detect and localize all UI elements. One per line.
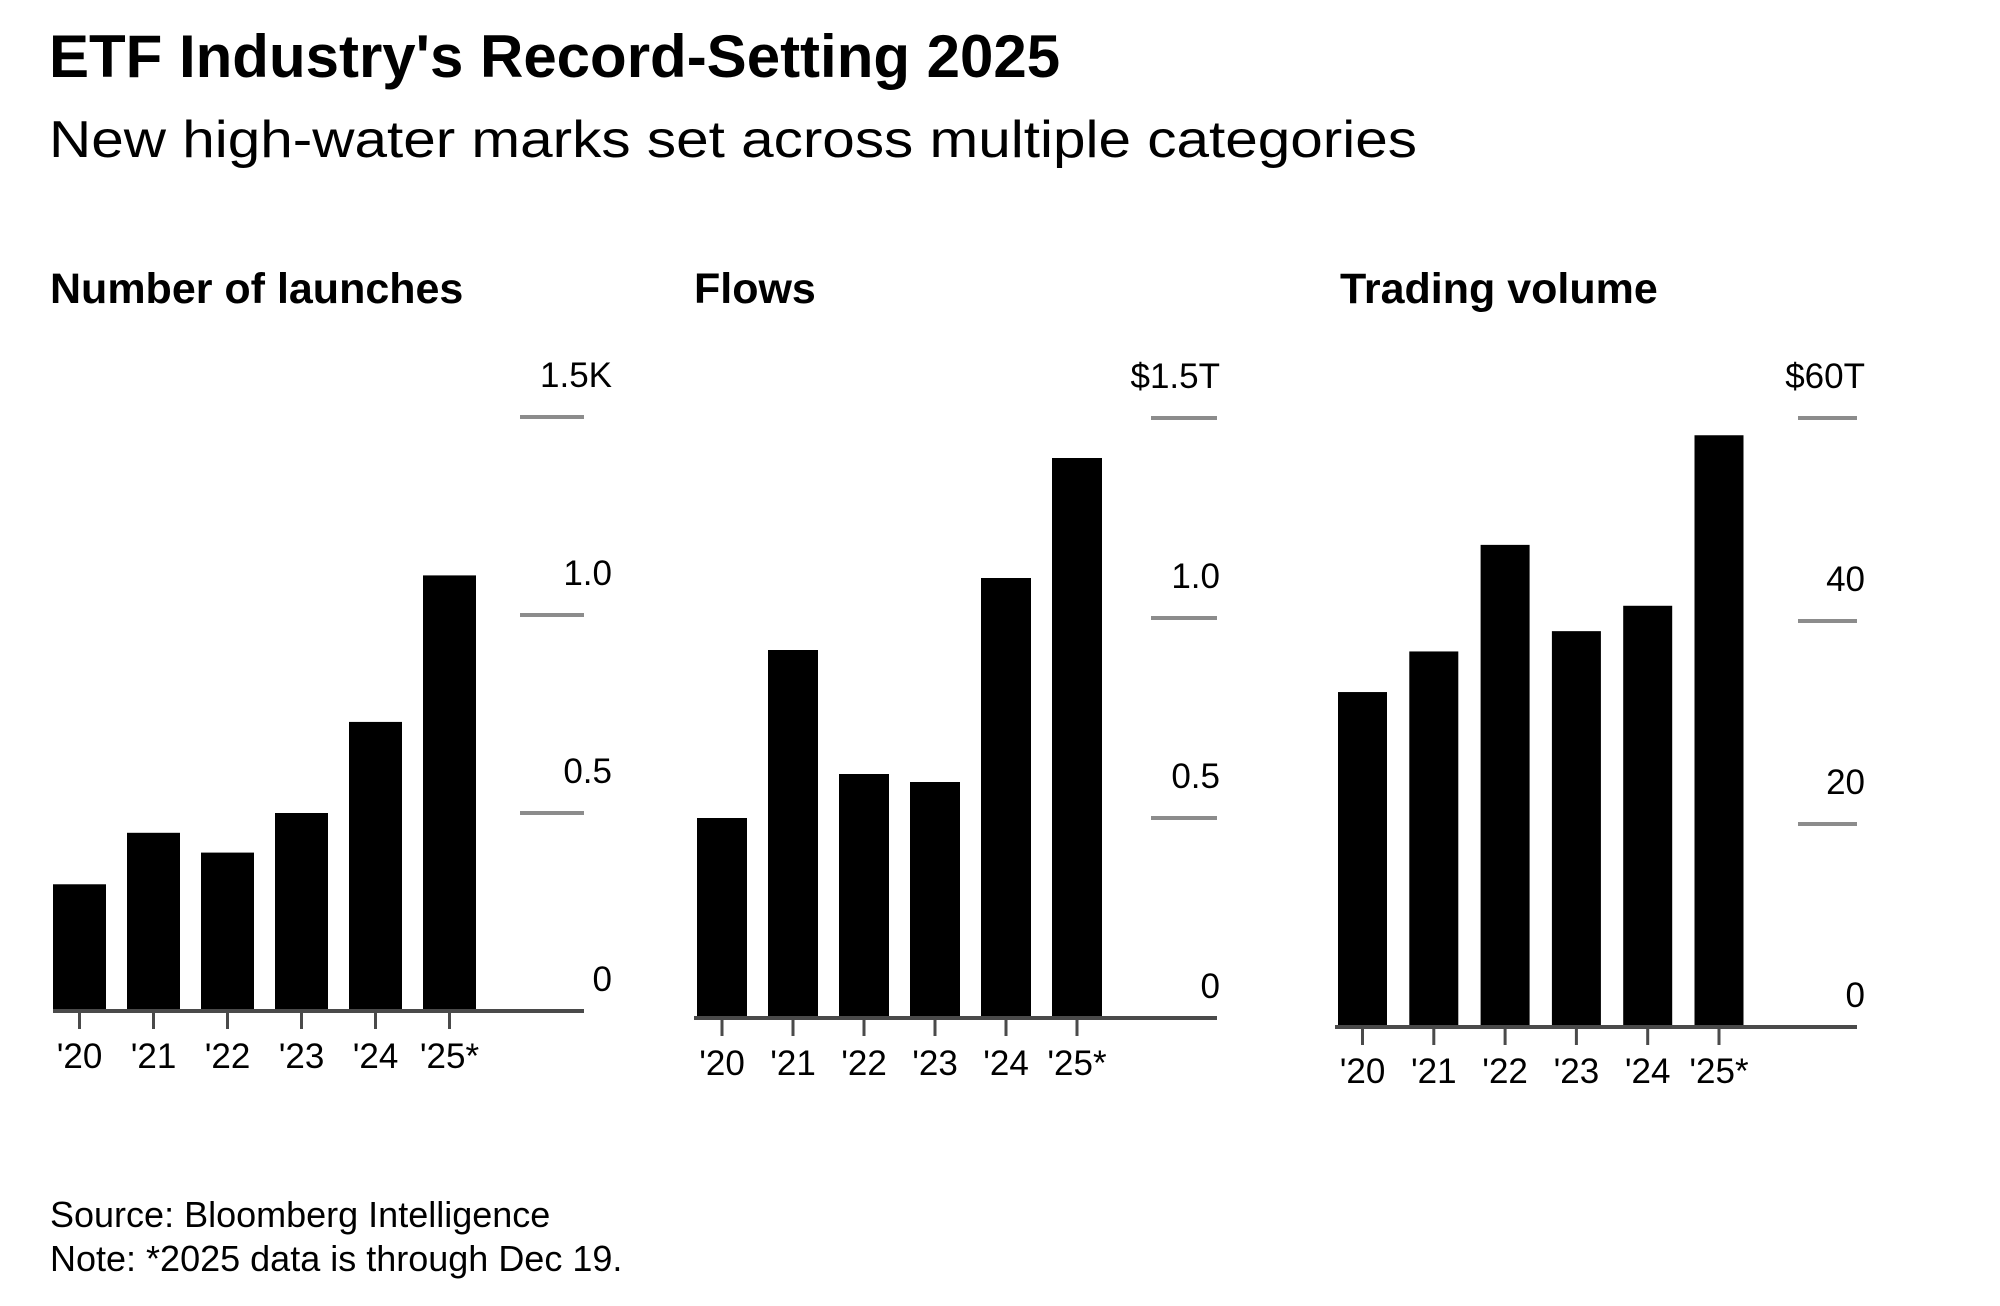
panel-title-flows: Flows — [694, 265, 816, 313]
bar-20 — [697, 818, 747, 1018]
y-tick-label: 0 — [1846, 976, 1865, 1015]
bar-22 — [1480, 544, 1530, 1027]
y-tick-label: $60T — [1785, 357, 1865, 396]
y-tick-label: 0.5 — [1171, 757, 1220, 796]
y-tick-label: 20 — [1826, 763, 1865, 802]
bar-22 — [201, 852, 254, 1011]
x-tick-label: '25* — [1689, 1052, 1749, 1091]
bar-21 — [127, 832, 180, 1011]
y-tick-label: 1.0 — [563, 554, 612, 593]
panel-trading-volume: Trading volume 0 20 40 $60T '20 '21 '22 '23 '24 '… — [1335, 265, 1865, 1091]
x-tick-label: '24 — [353, 1037, 399, 1076]
source-note: Source: Bloomberg Intelligence — [50, 1194, 550, 1235]
bar-25 — [1694, 435, 1744, 1027]
x-tick-label: '21 — [770, 1044, 816, 1083]
y-tick-label: 1.0 — [1171, 557, 1220, 596]
x-tick-label: '20 — [1340, 1052, 1386, 1091]
x-tick-label: '25* — [420, 1037, 480, 1076]
bar-21 — [768, 650, 818, 1018]
bar-24 — [981, 578, 1031, 1018]
x-tick-label: '21 — [1411, 1052, 1457, 1091]
panel-number-of-launches: Number of launches 0 0.5 1.0 1.5K '20 '21 '22 '… — [50, 265, 612, 1076]
footnote: Note: *2025 data is through Dec 19. — [50, 1238, 622, 1279]
bar-24 — [349, 721, 402, 1011]
y-tick-label: 40 — [1826, 560, 1865, 599]
bar-21 — [1409, 651, 1459, 1027]
chart-subtitle: New high-water marks set across multiple… — [49, 111, 1417, 169]
bar-20 — [53, 884, 106, 1011]
y-tick-label: 0 — [1201, 967, 1220, 1006]
bar-25 — [1052, 458, 1102, 1018]
panel-title-trading-volume: Trading volume — [1340, 265, 1658, 313]
panel-flows: Flows 0 0.5 1.0 $1.5T '20 '21 '22 '23 '24 '25* — [694, 265, 1220, 1083]
x-tick-label: '22 — [841, 1044, 887, 1083]
y-tick-label: 0 — [593, 960, 612, 999]
x-tick-label: '23 — [912, 1044, 958, 1083]
chart-title: ETF Industry's Record-Setting 2025 — [49, 23, 1060, 90]
x-tick-label: '24 — [1625, 1052, 1671, 1091]
x-tick-label: '20 — [57, 1037, 103, 1076]
x-tick-label: '24 — [983, 1044, 1029, 1083]
x-tick-label: '20 — [699, 1044, 745, 1083]
x-tick-label: '22 — [205, 1037, 251, 1076]
bar-24 — [1623, 605, 1673, 1027]
x-tick-label: '22 — [1482, 1052, 1528, 1091]
bar-23 — [275, 813, 328, 1011]
bar-23 — [1551, 631, 1601, 1027]
x-tick-label: '21 — [131, 1037, 177, 1076]
x-tick-label: '23 — [1554, 1052, 1600, 1091]
panel-title-launches: Number of launches — [50, 265, 463, 313]
x-tick-label: '23 — [279, 1037, 325, 1076]
y-tick-label: 0.5 — [563, 752, 612, 791]
y-tick-label: 1.5K — [540, 356, 612, 395]
bar-20 — [1338, 692, 1387, 1027]
bar-25 — [423, 575, 476, 1011]
x-tick-label: '25* — [1047, 1044, 1107, 1083]
bar-23 — [910, 782, 960, 1018]
bar-22 — [839, 774, 889, 1018]
y-tick-label: $1.5T — [1131, 357, 1221, 396]
